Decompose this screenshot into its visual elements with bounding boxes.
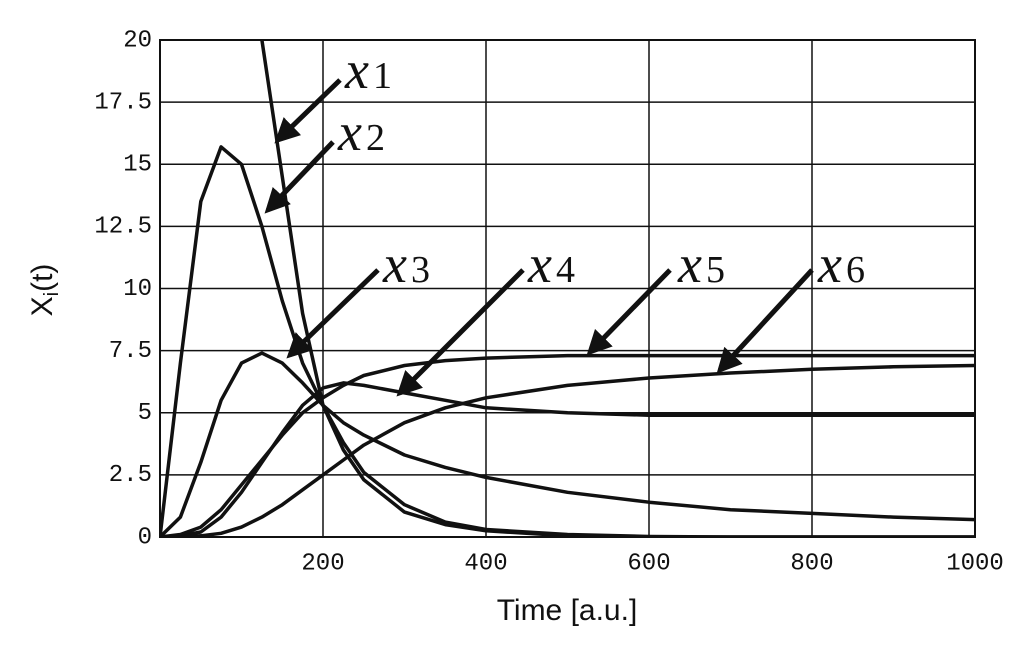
annotation-arrow [586, 268, 672, 356]
annotation-text: x [344, 40, 369, 100]
annotation-arrow [274, 78, 342, 144]
series-line [160, 351, 975, 537]
y-tick-label: 0 [138, 524, 152, 551]
y-tick-label: 17.5 [94, 89, 152, 116]
y-tick-label: 10 [123, 276, 152, 303]
annotation-sub: 5 [706, 249, 725, 291]
x-tick-label: 600 [627, 550, 670, 577]
annotation-text: x [382, 234, 407, 294]
x-tick-label: 800 [790, 550, 833, 577]
y-label-rest: (t) [26, 264, 59, 292]
annotation-sub: 4 [556, 249, 575, 291]
y-tick-label: 12.5 [94, 214, 152, 241]
x-tick-label: 200 [301, 550, 344, 577]
y-tick-label: 7.5 [109, 338, 152, 365]
annotation-arrow [396, 268, 525, 397]
annotation-text: x [527, 234, 552, 294]
annotation-arrow [716, 268, 814, 374]
y-tick-label: 2.5 [109, 462, 152, 489]
annotation-text: x [817, 234, 842, 294]
annotation-sub: 3 [411, 249, 430, 291]
annotation-sub: 1 [373, 55, 392, 97]
y-label-main: X [26, 296, 59, 316]
y-tick-label: 20 [123, 27, 152, 54]
annotation-text: x [337, 102, 362, 162]
annotation-arrow [286, 268, 380, 359]
x-tick-label: 1000 [946, 550, 1004, 577]
annotation-sub: 2 [366, 117, 385, 159]
annotation-arrow [264, 140, 335, 214]
annotation-text: x [677, 234, 702, 294]
y-label-sub: i [41, 292, 63, 296]
y-tick-label: 15 [123, 152, 152, 179]
y-tick-label: 5 [138, 400, 152, 427]
annotation-sub: 6 [846, 249, 865, 291]
x-tick-label: 400 [464, 550, 507, 577]
x-axis-label: Time [a.u.] [497, 594, 638, 627]
plot-frame [159, 39, 976, 538]
series-line [160, 381, 975, 537]
series-line [160, 363, 975, 537]
y-axis-label: Xi(t) [26, 264, 63, 317]
